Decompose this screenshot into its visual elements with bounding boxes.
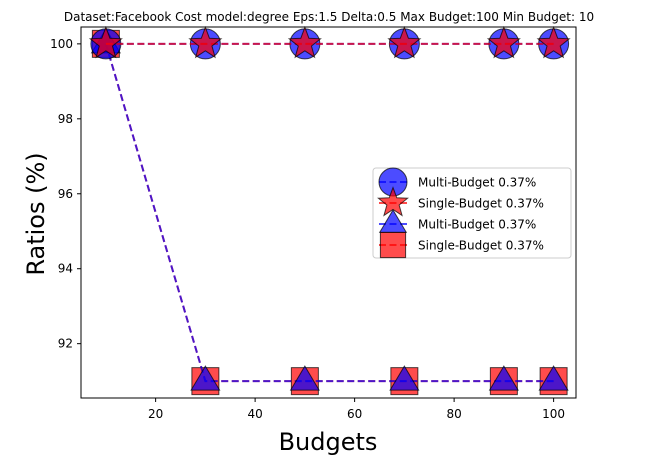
x-axis-label: Budgets: [279, 428, 378, 456]
y-tick-label: 98: [58, 112, 73, 126]
data-point-star: [287, 25, 322, 59]
x-tick-label: 80: [446, 407, 461, 421]
y-tick-label: 92: [58, 337, 73, 351]
y-tick-label: 94: [58, 262, 73, 276]
legend-label: Single-Budget 0.37%: [418, 197, 544, 211]
x-tick-label: 20: [148, 407, 163, 421]
legend-entry: Multi-Budget 0.37%: [378, 209, 536, 233]
data-point-star: [536, 25, 571, 59]
data-point-triangle: [538, 365, 569, 391]
data-point-star: [486, 25, 521, 59]
legend-entry: Multi-Budget 0.37%: [378, 167, 536, 197]
data-point-triangle: [289, 365, 320, 391]
legend-entry: Single-Budget 0.37%: [379, 231, 544, 259]
chart-title: Dataset:Facebook Cost model:degree Eps:1…: [64, 10, 594, 24]
legend-box: [372, 167, 572, 259]
data-point-triangle: [488, 365, 519, 391]
axes: 20 40 60 80 100 92 94 96 98 100: [50, 26, 577, 421]
x-tick-label: 100: [542, 407, 565, 421]
series-star: [88, 25, 571, 59]
data-point-star: [88, 25, 123, 59]
legend: Multi-Budget 0.37% Single-Budget 0.37% Mul…: [372, 167, 572, 259]
data-point-triangle: [389, 365, 420, 391]
y-tick-label: 100: [50, 37, 73, 51]
y-axis-label: Ratios (%): [22, 152, 50, 275]
axes-frame: [80, 26, 577, 399]
legend-marker-square: [379, 231, 407, 259]
legend-label: Multi-Budget 0.37%: [418, 218, 536, 232]
data-point-star: [387, 25, 422, 59]
x-tick-label: 40: [247, 407, 262, 421]
x-tick-label: 60: [347, 407, 362, 421]
y-tick-label: 96: [58, 187, 73, 201]
data-point-star: [188, 25, 223, 59]
data-point-triangle: [190, 365, 221, 391]
plot-area: [88, 25, 571, 396]
legend-label: Multi-Budget 0.37%: [418, 176, 536, 190]
legend-entry: Single-Budget 0.37%: [376, 186, 544, 217]
legend-label: Single-Budget 0.37%: [418, 239, 544, 253]
